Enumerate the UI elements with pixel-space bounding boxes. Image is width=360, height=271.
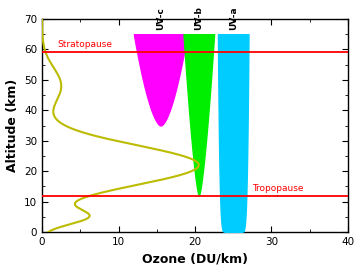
Y-axis label: Altitude (km): Altitude (km)	[5, 79, 19, 172]
Text: UV-c: UV-c	[156, 7, 165, 30]
Text: Stratopause: Stratopause	[57, 40, 112, 49]
X-axis label: Ozone (DU/km): Ozone (DU/km)	[142, 253, 248, 265]
Text: Tropopause: Tropopause	[252, 184, 304, 193]
Text: UV-a: UV-a	[229, 6, 238, 30]
Text: UV-b: UV-b	[194, 6, 203, 30]
